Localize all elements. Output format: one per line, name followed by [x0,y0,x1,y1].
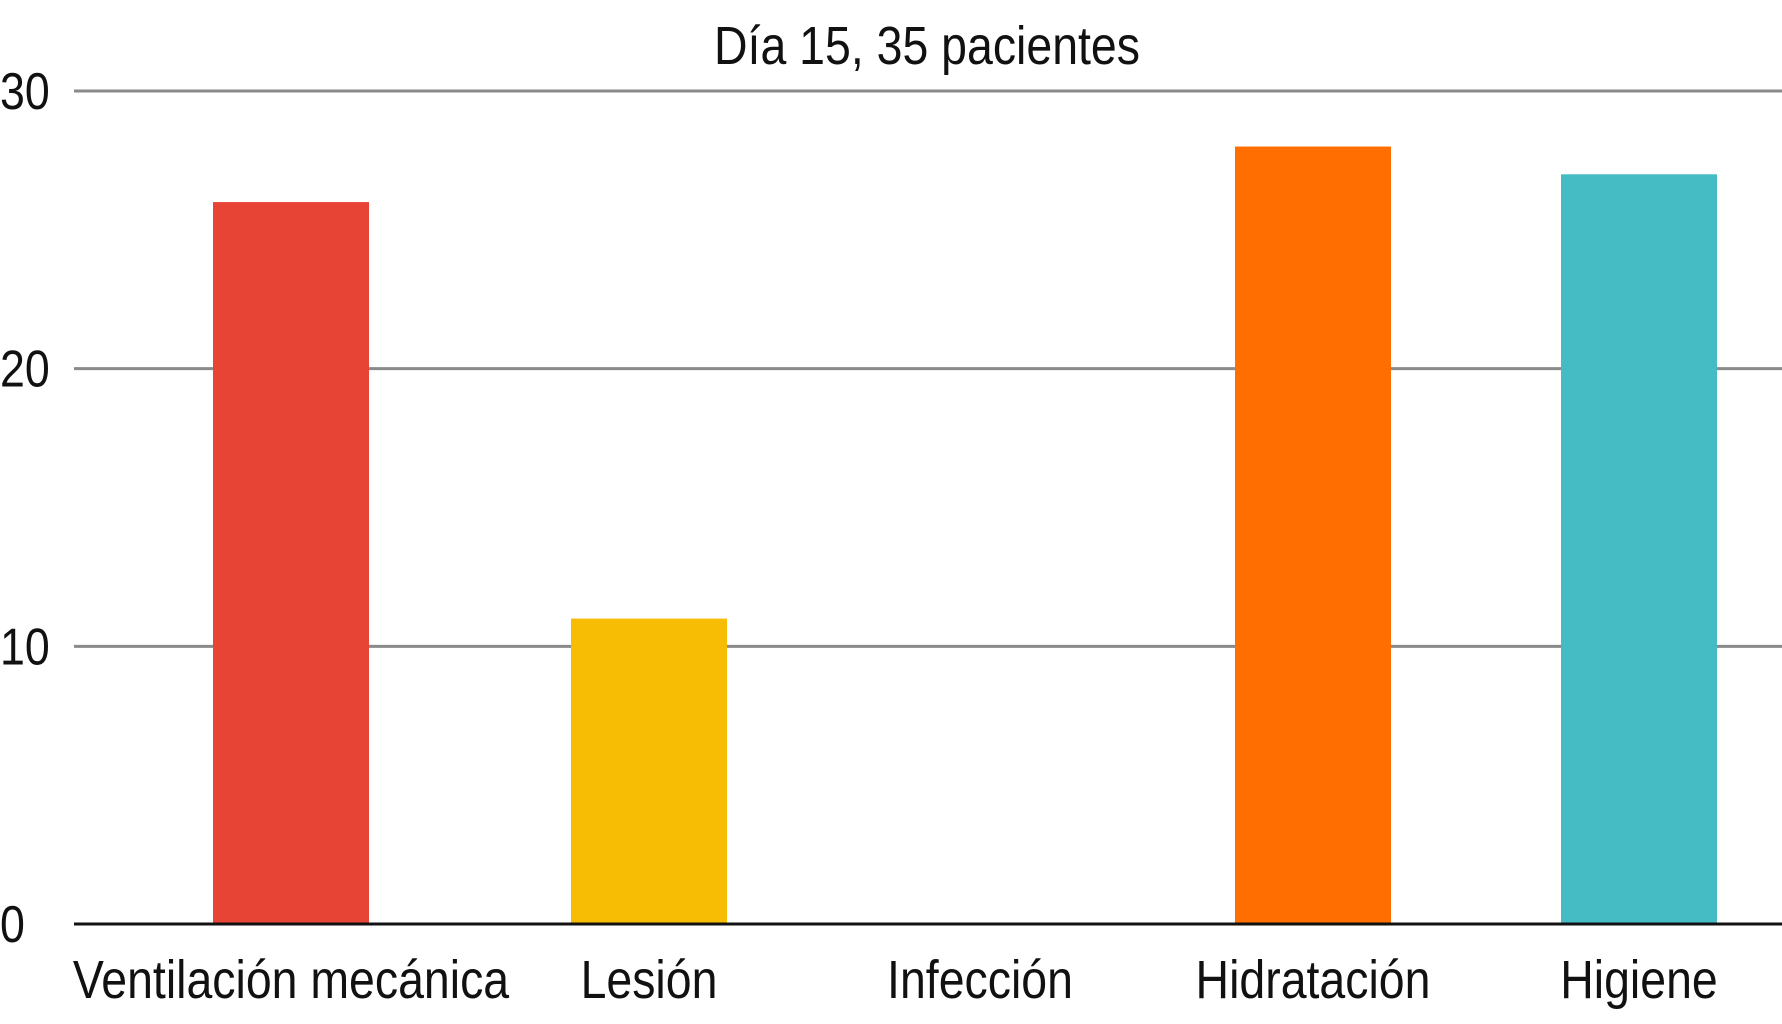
y-tick-label: 0 [0,896,25,954]
chart-title: Día 15, 35 pacientes [714,15,1140,76]
x-axis-labels: Ventilación mecánica Lesión Infección Hidra… [73,949,1718,1010]
y-tick-label: 10 [0,618,50,676]
x-tick-label: Higiene [1560,949,1717,1010]
bar [1235,146,1391,923]
y-axis-ticks: 0 10 20 30 [0,63,50,954]
y-tick-label: 30 [0,63,50,121]
x-tick-label: Hidratación [1196,949,1431,1010]
x-tick-label: Infección [887,949,1073,1010]
x-tick-label: Lesión [581,949,718,1010]
bar [571,618,727,923]
bar [213,202,369,923]
x-tick-label: Ventilación mecánica [73,949,509,1010]
bars [213,146,1717,923]
y-tick-label: 20 [0,341,50,399]
bar [1561,174,1717,923]
